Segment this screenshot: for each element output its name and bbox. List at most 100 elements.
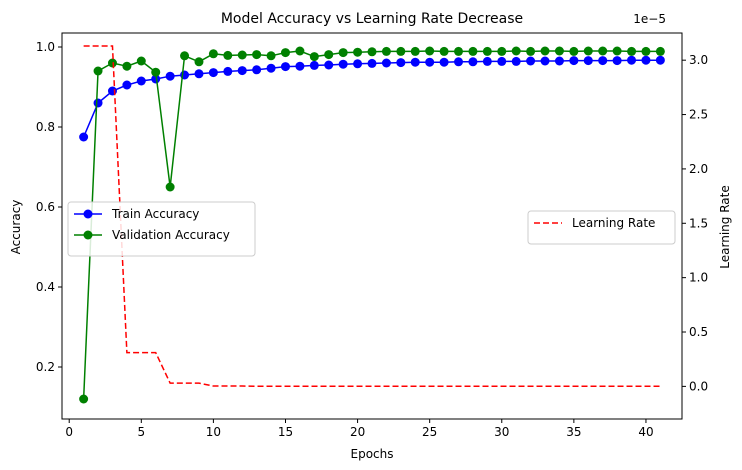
validation-accuracy-point (655, 46, 665, 56)
y-right-tick-label: 2.0 (689, 162, 708, 176)
legend-swatch-marker (83, 209, 93, 219)
validation-accuracy-point (612, 46, 622, 56)
x-tick-label: 5 (137, 425, 145, 439)
validation-accuracy-point (482, 46, 492, 56)
train-accuracy-point (598, 56, 608, 66)
validation-accuracy-point (338, 48, 348, 58)
train-accuracy-point (237, 66, 247, 76)
train-accuracy-point (612, 56, 622, 66)
validation-accuracy-point (151, 67, 161, 77)
validation-accuracy-point (79, 394, 89, 404)
train-accuracy-point (396, 58, 406, 68)
validation-accuracy-point (367, 47, 377, 57)
train-accuracy-point (107, 86, 117, 96)
train-accuracy-point (151, 74, 161, 84)
legend-label: Train Accuracy (111, 207, 199, 221)
validation-accuracy-point (324, 50, 334, 60)
validation-accuracy-point (381, 46, 391, 56)
y-tick-label: 0.6 (36, 200, 55, 214)
validation-accuracy-point (252, 50, 262, 60)
y-right-tick-label: 1.0 (689, 271, 708, 285)
train-accuracy-point (252, 65, 262, 75)
train-accuracy-point (324, 60, 334, 70)
validation-accuracy-point (266, 51, 276, 61)
legend-label: Learning Rate (572, 216, 655, 230)
validation-accuracy-point (425, 46, 435, 56)
x-tick-label: 0 (65, 425, 73, 439)
legend-label: Validation Accuracy (112, 228, 230, 242)
train-accuracy-point (165, 71, 175, 81)
train-accuracy-point (641, 55, 651, 65)
y-right-tick-label: 2.5 (689, 108, 708, 122)
train-accuracy-point (569, 56, 579, 66)
y-right-tick-label: 0.5 (689, 325, 708, 339)
x-tick-label: 10 (206, 425, 221, 439)
validation-accuracy-point (569, 46, 579, 56)
x-tick-label: 15 (278, 425, 293, 439)
train-accuracy-point (482, 56, 492, 66)
x-tick-label: 30 (494, 425, 509, 439)
train-accuracy-point (526, 56, 536, 66)
train-accuracy-point (497, 56, 507, 66)
train-accuracy-point (583, 56, 593, 66)
y-right-tick-label: 1.5 (689, 216, 708, 230)
validation-accuracy-point (526, 46, 536, 56)
train-accuracy-point (136, 76, 146, 86)
y-tick-label: 0.2 (36, 360, 55, 374)
train-accuracy-point (468, 57, 478, 67)
y-right-axis-label: Learning Rate (718, 185, 732, 268)
x-tick-label: 20 (350, 425, 365, 439)
train-accuracy-point (295, 61, 305, 71)
train-accuracy-point (367, 58, 377, 68)
validation-accuracy-point (309, 52, 319, 62)
train-accuracy-point (79, 132, 89, 142)
train-accuracy-point (410, 57, 420, 67)
train-accuracy-point (540, 56, 550, 66)
validation-accuracy-point (540, 46, 550, 56)
train-accuracy-point (439, 57, 449, 67)
validation-accuracy-point (439, 46, 449, 56)
validation-accuracy-point (583, 46, 593, 56)
validation-accuracy-point (468, 46, 478, 56)
y-axis-label: Accuracy (9, 200, 23, 255)
validation-accuracy-point (223, 50, 233, 60)
train-accuracy-point (223, 66, 233, 76)
x-tick-label: 25 (422, 425, 437, 439)
validation-accuracy-point (353, 47, 363, 57)
validation-accuracy-point (165, 182, 175, 192)
y-tick-label: 0.4 (36, 280, 55, 294)
validation-accuracy-point (194, 57, 204, 67)
train-accuracy-point (454, 57, 464, 67)
y-right-tick-label: 0.0 (689, 379, 708, 393)
validation-accuracy-point (554, 46, 564, 56)
validation-accuracy-point (627, 46, 637, 56)
train-accuracy-point (309, 60, 319, 70)
learning-rate-line (83, 45, 661, 388)
validation-accuracy-point (497, 46, 507, 56)
x-tick-label: 35 (566, 425, 581, 439)
train-accuracy-point (554, 56, 564, 66)
y-tick-label: 1.0 (36, 40, 55, 54)
train-accuracy-point (338, 59, 348, 69)
validation-accuracy-point (93, 66, 103, 76)
legend-left-box (67, 201, 256, 257)
x-tick-label: 40 (638, 425, 653, 439)
legend-swatch-marker (83, 230, 93, 240)
train-accuracy-point (122, 80, 132, 90)
legend-right-box (527, 210, 676, 245)
train-accuracy-point (266, 63, 276, 73)
validation-accuracy-point (107, 58, 117, 68)
validation-accuracy-point (280, 48, 290, 58)
y-tick-label: 0.8 (36, 120, 55, 134)
validation-accuracy-point (208, 49, 218, 59)
chart-title: Model Accuracy vs Learning Rate Decrease (221, 11, 523, 27)
right-axis-multiplier: 1e−5 (633, 12, 666, 26)
validation-accuracy-point (396, 46, 406, 56)
train-accuracy-point (627, 55, 637, 65)
train-accuracy-point (93, 98, 103, 108)
train-accuracy-point (655, 55, 665, 65)
validation-accuracy-point (454, 46, 464, 56)
plot-frame (61, 32, 683, 420)
validation-accuracy-point (180, 51, 190, 61)
